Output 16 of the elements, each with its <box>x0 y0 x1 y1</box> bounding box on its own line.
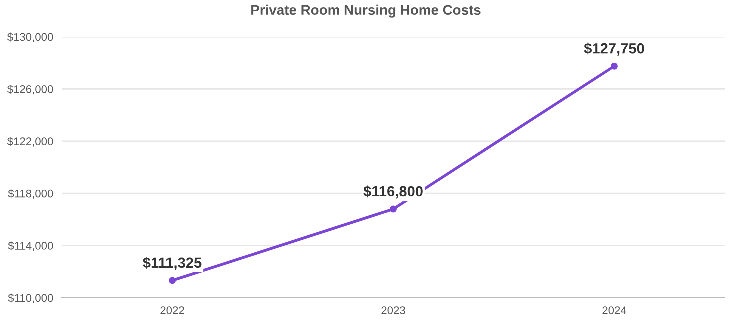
data-label: $116,800 <box>364 186 423 199</box>
point <box>611 62 618 70</box>
y-tick-label: $110,000 <box>8 294 54 304</box>
data-label: $127,750 <box>584 42 644 56</box>
chart-title: Private Room Nursing Home Costs <box>252 4 481 18</box>
y-tick-label: $122,000 <box>7 137 54 147</box>
y-tick-label: $126,000 <box>7 85 54 95</box>
x-tick-label: 2022 <box>160 306 184 314</box>
point <box>390 206 397 213</box>
y-tick-label: $118,000 <box>8 189 54 200</box>
data-label: $111,325 <box>143 257 202 270</box>
x-tick-label: 2024 <box>602 306 627 314</box>
x-tick-label: 2023 <box>382 306 406 314</box>
y-tick-label: $130,000 <box>7 32 54 42</box>
y-tick-label: $114,000 <box>8 242 54 252</box>
point <box>169 277 176 284</box>
